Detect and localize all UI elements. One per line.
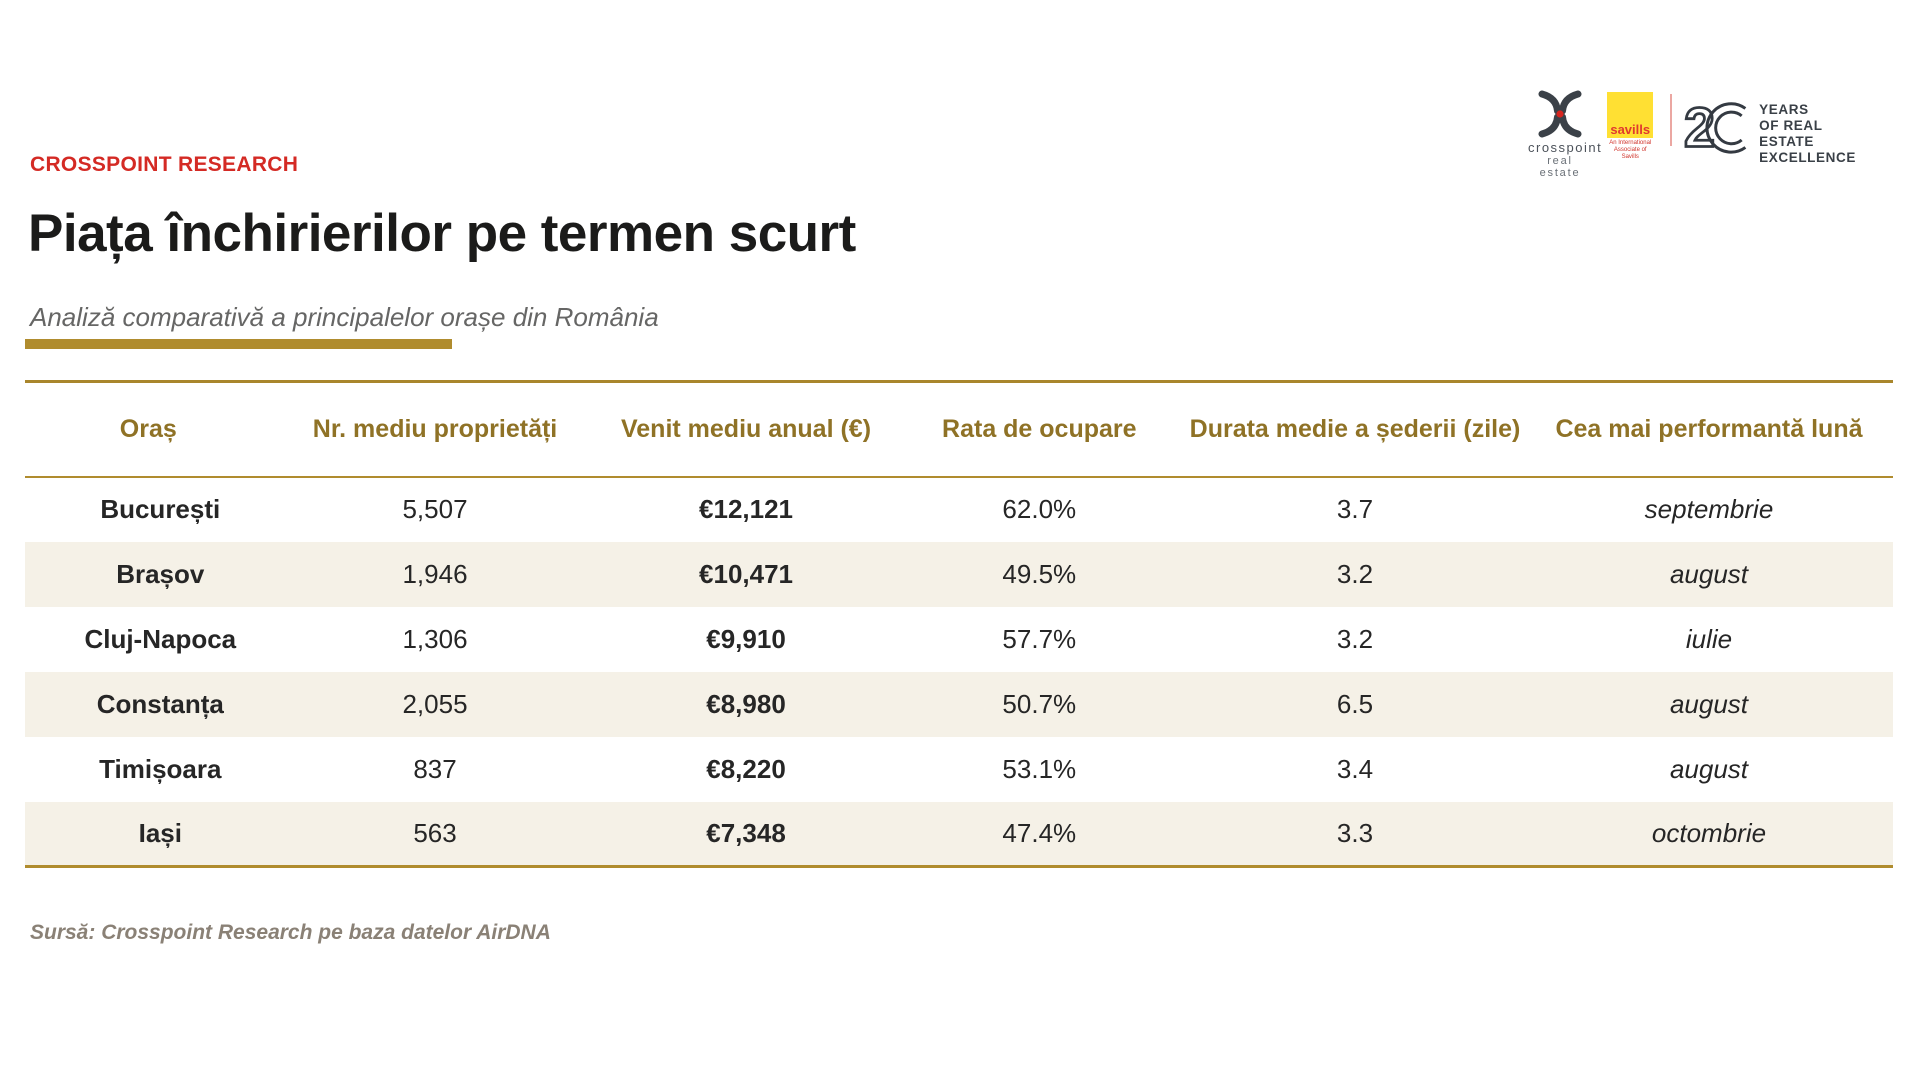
savills-subline: An International Associate of Savills xyxy=(1606,140,1654,161)
gold-accent-bar xyxy=(25,339,452,349)
column-header-city: Oraș xyxy=(25,381,272,478)
month-cell: august xyxy=(1669,558,1749,589)
logo-divider xyxy=(1670,94,1673,146)
properties-cell: 1,946 xyxy=(402,558,468,589)
table-header-row: Oraș Nr. mediu proprietăți Venit mediu a… xyxy=(25,381,1893,478)
anniversary-line3: EXCELLENCE xyxy=(1759,150,1856,165)
city-cell: Constanța xyxy=(96,688,224,719)
occupancy-cell: 62.0% xyxy=(1002,494,1077,524)
table-row: Constanța 2,055 €8,980 50.7% 6.5 august xyxy=(25,671,1893,737)
stay-cell: 3.4 xyxy=(1336,753,1374,784)
crosspoint-x-icon xyxy=(1538,90,1582,138)
month-cell: iulie xyxy=(1685,623,1733,654)
table-row: Iași 563 €7,348 47.4% 3.3 octombrie xyxy=(25,801,1893,867)
anniversary-logo: 2 YEARS OF REAL ESTATE EXCELLENCE xyxy=(1684,90,1873,166)
savills-subline-2: Associate of Savills xyxy=(1613,147,1647,160)
crosspoint-logo-line2: real estate xyxy=(1539,155,1581,179)
revenue-cell: €9,910 xyxy=(706,623,786,654)
logo-strip: crosspoint real estate savills An Intern… xyxy=(1528,90,1873,179)
month-cell: octombrie xyxy=(1651,817,1767,848)
revenue-cell: €10,471 xyxy=(699,558,794,589)
crosspoint-logo-line1: crosspoint xyxy=(1528,140,1603,155)
properties-cell: 5,507 xyxy=(402,494,468,524)
stay-cell: 3.2 xyxy=(1336,558,1374,589)
source-note: Sursă: Crosspoint Research pe baza datel… xyxy=(30,921,551,944)
table-row: Brașov 1,946 €10,471 49.5% 3.2 august xyxy=(25,541,1893,607)
month-cell: septembrie xyxy=(1644,494,1774,524)
savills-subline-1: An International xyxy=(1609,140,1652,146)
month-cell: august xyxy=(1669,753,1749,784)
anniversary-line1: YEARS xyxy=(1759,102,1809,117)
city-cell: București xyxy=(100,494,221,524)
revenue-cell: €12,121 xyxy=(699,494,794,524)
table-row: București 5,507 €12,121 62.0% 3.7 septem… xyxy=(25,477,1893,542)
occupancy-cell: 49.5% xyxy=(1002,558,1077,589)
city-cell: Brașov xyxy=(116,558,205,589)
column-header-revenue: Venit mediu anual (€) xyxy=(598,381,894,478)
properties-cell: 1,306 xyxy=(402,623,468,654)
savills-yellow-square: savills xyxy=(1607,92,1654,138)
occupancy-cell: 57.7% xyxy=(1002,623,1077,654)
revenue-cell: €8,980 xyxy=(706,688,786,719)
city-cell: Iași xyxy=(138,817,182,848)
market-table-container: Oraș Nr. mediu proprietăți Venit mediu a… xyxy=(25,380,1893,868)
short-term-rental-table: Oraș Nr. mediu proprietăți Venit mediu a… xyxy=(25,380,1893,868)
stay-cell: 3.2 xyxy=(1336,623,1374,654)
month-cell: august xyxy=(1669,688,1749,719)
occupancy-cell: 53.1% xyxy=(1002,753,1077,784)
stay-cell: 3.3 xyxy=(1336,817,1374,848)
savills-wordmark: savills xyxy=(1610,122,1651,137)
column-header-properties: Nr. mediu proprietăți xyxy=(271,381,599,478)
properties-cell: 2,055 xyxy=(402,688,468,719)
page-subtitle: Analiză comparativă a principalelor oraș… xyxy=(30,302,659,332)
svg-text:2: 2 xyxy=(1684,96,1715,159)
properties-cell: 837 xyxy=(413,753,457,784)
research-eyebrow: CROSSPOINT RESEARCH xyxy=(30,153,299,176)
anniversary-line2: OF REAL ESTATE xyxy=(1759,118,1823,149)
savills-logo: savills An International Associate of Sa… xyxy=(1606,90,1654,161)
stay-cell: 3.7 xyxy=(1336,494,1374,524)
table-row: Cluj-Napoca 1,306 €9,910 57.7% 3.2 iulie xyxy=(25,607,1893,672)
city-cell: Cluj-Napoca xyxy=(84,623,237,654)
properties-cell: 563 xyxy=(413,817,457,848)
column-header-occupancy: Rata de ocupare xyxy=(893,381,1185,478)
occupancy-cell: 47.4% xyxy=(1002,817,1077,848)
anniversary-text: YEARS OF REAL ESTATE EXCELLENCE xyxy=(1759,102,1873,166)
page-title: Piața închirierilor pe termen scurt xyxy=(28,204,856,263)
occupancy-cell: 50.7% xyxy=(1002,688,1077,719)
table-row: Timișoara 837 €8,220 53.1% 3.4 august xyxy=(25,737,1893,802)
column-header-stay: Durata medie a șederii (zile) xyxy=(1185,381,1525,478)
twenty-mark-icon: 2 xyxy=(1684,94,1747,160)
column-header-month: Cea mai performantă lună xyxy=(1524,381,1893,478)
revenue-cell: €7,348 xyxy=(706,817,786,848)
revenue-cell: €8,220 xyxy=(706,753,786,784)
stay-cell: 6.5 xyxy=(1336,688,1374,719)
crosspoint-logo: crosspoint real estate xyxy=(1528,90,1603,179)
city-cell: Timișoara xyxy=(99,753,222,784)
